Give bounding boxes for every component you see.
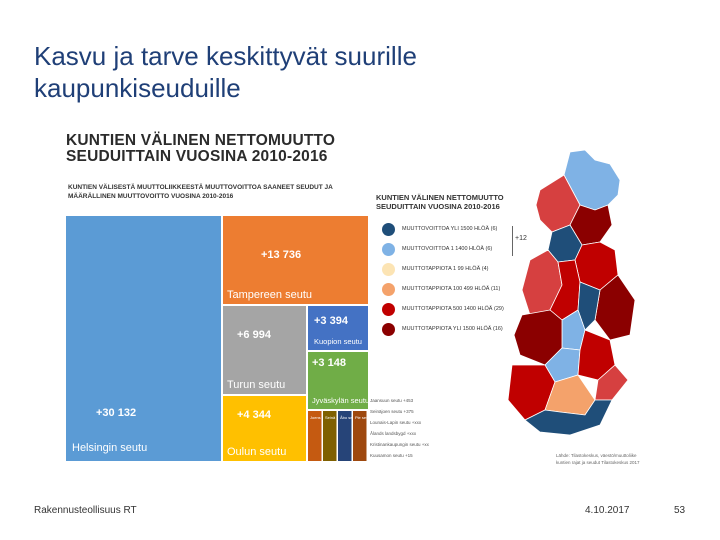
treemap-region-label: Oulun seutu (227, 446, 286, 458)
source-note-line-2: kuntien rajat ja seudut Tilastokeskus 20… (556, 460, 640, 465)
footer-page-number: 53 (674, 505, 686, 516)
small-note: Jaansuun seutu +453 (370, 398, 414, 403)
infographic-subheading-line-1: KUNTIEN VÄLISESTÄ MUUTTOLIIKKEESTÄ MUUTT… (68, 184, 333, 191)
treemap-tile-pie-seutu (353, 411, 367, 461)
treemap-value-label: +3 148 (312, 357, 346, 369)
treemap-tile-joens-uu-seutu (308, 411, 322, 461)
map-legend-label: MUUTTOTAPPIOTA 100 499 HLÖÄ (11) (402, 286, 501, 292)
map-legend-title: KUNTIEN VÄLINEN NETTOMUUTTO SEUDUITTAIN … (376, 193, 536, 211)
map-legend-title-line-1: KUNTIEN VÄLINEN NETTOMUUTTO (376, 193, 504, 202)
title-line-2: kaupunkiseuduille (34, 73, 241, 103)
map-legend-label: MUUTTOTAPPIOTA YLI 1500 HLÖÄ (16) (402, 326, 503, 332)
infographic-subheading: KUNTIEN VÄLISESTÄ MUUTTOLIIKKEESTÄ MUUTT… (68, 183, 333, 201)
small-notes: Jaansuun seutu +453 Seinäjoen seutu +375… (370, 395, 440, 461)
treemap-tile-oulun-seutu (223, 396, 306, 461)
treemap-value-label: +6 994 (237, 329, 272, 341)
finland-map-svg (507, 149, 636, 436)
treemap-region-label: Helsingin seutu (72, 442, 147, 454)
small-note: Kristinankaupungin seutu +xx (370, 442, 429, 447)
map-legend-title-line-2: SEUDUITTAIN VUOSINA 2010-2016 (376, 202, 500, 211)
map-region-uusimaa (524, 399, 613, 436)
treemap-chart: +30 132 Helsingin seutu +13 736 Tampereen s… (66, 216, 372, 461)
footer-date: 4.10.2017 (585, 505, 630, 516)
infographic-heading-line-2: SEUDUITTAIN VUOSINA 2010-2016 (66, 148, 328, 165)
source-note-line-1: Lähde: Tilastokeskus, väestö/muuttoliike (556, 453, 637, 458)
map-legend: KUNTIEN VÄLINEN NETTOMUUTTO SEUDUITTAIN … (376, 193, 536, 336)
treemap-tile-tampereen-seutu (223, 216, 368, 304)
legend-swatch-icon (382, 303, 395, 316)
treemap-region-label: Jyväskylän seutu (312, 396, 369, 405)
legend-swatch-icon (382, 283, 395, 296)
small-note: Lounais-Lapin seutu +xxx (370, 420, 422, 425)
treemap-tile--bo-seutu (338, 411, 352, 461)
slide-title: Kasvu ja tarve keskittyvät suurille kaup… (34, 40, 634, 104)
map-legend-label: MUUTTOVOITTOA YLI 1500 HLÖÄ (6) (402, 226, 498, 232)
treemap-region-label: Kuopion seutu (314, 337, 362, 346)
map-region-savo (577, 281, 601, 331)
legend-swatch-icon (382, 263, 395, 276)
treemap-tile-turun-seutu (223, 306, 306, 394)
infographic-heading-line-1: KUNTIEN VÄLINEN NETTOMUUTTO (66, 132, 336, 149)
treemap-region-label: Turun seutu (227, 379, 285, 391)
legend-swatch-icon (382, 243, 395, 256)
finland-map (500, 149, 660, 470)
infographic-heading: KUNTIEN VÄLINEN NETTOMUUTTO SEUDUITTAIN … (66, 133, 335, 165)
treemap-value-label: +13 736 (261, 249, 301, 261)
source-note: Lähde: Tilastokeskus, väestö/muuttoliike… (556, 452, 640, 466)
treemap-value-label: +30 132 (96, 407, 136, 419)
map-legend-label: MUUTTOVOITTOA 1 1400 HLÖÄ (6) (402, 246, 493, 252)
treemap-region-label: Tampereen seutu (227, 289, 312, 301)
map-callout-label: +12 (515, 235, 527, 242)
infographic-subheading-line-2: MÄÄRÄLLINEN MUUTTOVOITTO VUOSINA 2010-20… (68, 193, 234, 200)
treemap-region-label: Seinä seutu (325, 415, 346, 420)
map-legend-label: MUUTTOTAPPIOTA 1 99 HLÖÄ (4) (402, 266, 489, 272)
legend-swatch-icon (382, 223, 395, 236)
treemap-tile-jyv-skyl-n-seutu (308, 352, 368, 409)
treemap-value-label: +4 344 (237, 409, 272, 421)
treemap-tile-sein-seutu (323, 411, 337, 461)
small-note: Ålands landsbygd +xxx (370, 431, 417, 436)
treemap-region-label: Pie seutu (355, 415, 372, 420)
map-region-south-karelia (594, 364, 629, 401)
treemap-region-label: Åbo seutu (340, 415, 358, 420)
treemap-tile-helsingin-seutu (66, 216, 221, 461)
infographic: KUNTIEN VÄLINEN NETTOMUUTTO SEUDUITTAIN … (60, 128, 378, 465)
treemap-value-label: +3 394 (314, 315, 349, 327)
small-note: Seinäjoen seutu +375 (370, 409, 414, 414)
footer-organization: Rakennusteollisuus RT (34, 505, 137, 516)
treemap-tile-kuopion-seutu (308, 306, 368, 350)
title-line-1: Kasvu ja tarve keskittyvät suurille (34, 41, 417, 71)
map-legend-label: MUUTTOTAPPIOTA 500 1400 HLÖÄ (29) (402, 306, 504, 312)
legend-swatch-icon (382, 323, 395, 336)
map-callout-line (512, 226, 513, 256)
small-note: Kuusamon seutu +15 (370, 453, 413, 458)
